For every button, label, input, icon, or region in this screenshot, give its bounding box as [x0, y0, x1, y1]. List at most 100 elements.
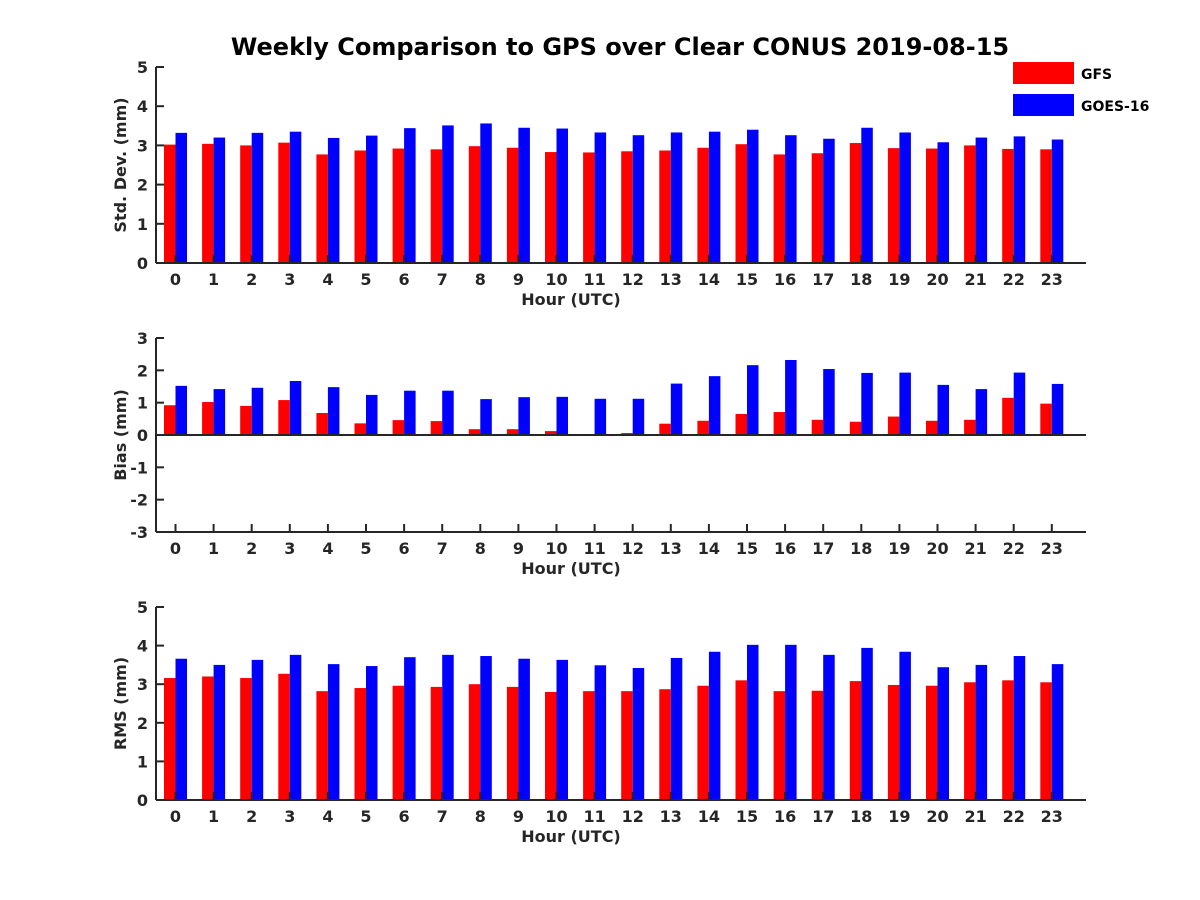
bar-bias-gfs-hour-4 [316, 413, 328, 435]
bar-bias-gfs-hour-0 [164, 405, 176, 435]
bar-rms-gfs-hour-15 [735, 680, 747, 800]
bar-bias-goes-16-hour-5 [366, 394, 378, 435]
x-tick-label-bias: 1 [208, 539, 219, 558]
bar-std-dev-goes-16-hour-20 [937, 142, 949, 263]
x-tick-label-std-dev: 1 [208, 270, 219, 289]
bar-std-dev-goes-16-hour-1 [213, 137, 226, 263]
bar-std-dev-goes-16-hour-19 [899, 132, 911, 263]
bar-std-dev-gfs-hour-18 [849, 143, 862, 263]
x-tick-label-std-dev: 17 [812, 270, 834, 289]
x-tick-label-std-dev: 12 [622, 270, 644, 289]
bar-rms-goes-16-hour-18 [861, 647, 873, 800]
bar-std-dev-gfs-hour-12 [621, 151, 633, 263]
y-tick-label-rms: 2 [137, 714, 148, 733]
legend-label-gfs: GFS [1081, 67, 1112, 83]
bar-rms-gfs-hour-23 [1040, 682, 1052, 800]
bar-rms-gfs-hour-4 [316, 691, 328, 800]
bar-std-dev-gfs-hour-6 [392, 148, 405, 263]
bar-rms-goes-16-hour-9 [518, 658, 530, 800]
x-tick-label-rms: 19 [888, 807, 910, 826]
bar-bias-goes-16-hour-11 [594, 398, 607, 435]
y-tick-label-bias: 1 [137, 394, 148, 413]
y-tick-label-bias: 0 [137, 426, 148, 445]
x-axis-label-rms: Hour (UTC) [521, 827, 621, 846]
bar-rms-gfs-hour-0 [164, 678, 176, 800]
bar-rms-gfs-hour-2 [240, 678, 252, 800]
bar-std-dev-goes-16-hour-3 [289, 131, 302, 263]
x-tick-label-rms: 18 [850, 807, 872, 826]
bar-std-dev-goes-16-hour-8 [480, 123, 492, 263]
bar-rms-gfs-hour-3 [278, 673, 290, 800]
bar-bias-gfs-hour-2 [240, 405, 252, 435]
x-tick-label-std-dev: 18 [850, 270, 872, 289]
x-tick-label-rms: 23 [1041, 807, 1063, 826]
y-axis-label-rms: RMS (mm) [111, 657, 130, 750]
bar-rms-goes-16-hour-16 [785, 644, 797, 800]
x-tick-label-std-dev: 23 [1041, 270, 1063, 289]
bar-bias-goes-16-hour-14 [708, 376, 721, 435]
bar-bias-goes-16-hour-22 [1013, 372, 1026, 435]
bar-bias-gfs-hour-3 [278, 400, 290, 435]
bar-bias-goes-16-hour-9 [518, 397, 530, 435]
bar-bias-gfs-hour-7 [430, 421, 443, 435]
bar-rms-goes-16-hour-13 [670, 657, 683, 800]
bar-bias-goes-16-hour-15 [747, 365, 759, 435]
x-axis-label-std-dev: Hour (UTC) [521, 290, 621, 309]
x-tick-label-std-dev: 13 [660, 270, 682, 289]
x-tick-label-bias: 8 [475, 539, 486, 558]
bar-rms-goes-16-hour-2 [251, 659, 264, 800]
bar-bias-gfs-hour-20 [926, 420, 938, 435]
bar-std-dev-goes-16-hour-4 [327, 137, 340, 263]
bar-rms-goes-16-hour-14 [708, 651, 721, 800]
x-tick-label-rms: 10 [545, 807, 567, 826]
bar-std-dev-goes-16-hour-11 [594, 132, 607, 263]
x-tick-label-std-dev: 10 [545, 270, 567, 289]
x-tick-label-std-dev: 8 [475, 270, 486, 289]
x-tick-label-bias: 4 [322, 539, 333, 558]
y-tick-label-rms: 0 [137, 791, 148, 810]
bar-rms-goes-16-hour-11 [594, 665, 607, 800]
y-tick-label-bias: 2 [137, 361, 148, 380]
x-tick-label-bias: 20 [926, 539, 948, 558]
bar-rms-gfs-hour-11 [583, 691, 595, 800]
x-tick-label-std-dev: 20 [926, 270, 948, 289]
bar-rms-gfs-hour-6 [392, 685, 405, 800]
bar-rms-goes-16-hour-10 [556, 659, 568, 800]
bar-rms-gfs-hour-20 [926, 685, 938, 800]
bar-std-dev-gfs-hour-2 [240, 145, 252, 263]
x-tick-label-std-dev: 19 [888, 270, 910, 289]
bar-bias-gfs-hour-15 [735, 413, 747, 435]
bar-rms-goes-16-hour-5 [366, 666, 378, 800]
x-tick-label-rms: 16 [774, 807, 796, 826]
y-axis-label-std-dev: Std. Dev. (mm) [111, 97, 130, 232]
x-tick-label-bias: 2 [246, 539, 257, 558]
y-axis-label-bias: Bias (mm) [111, 389, 130, 481]
x-tick-label-rms: 22 [1003, 807, 1025, 826]
x-axis-label-bias: Hour (UTC) [521, 559, 621, 578]
y-tick-label-std-dev: 4 [137, 97, 148, 116]
bar-std-dev-gfs-hour-9 [506, 147, 519, 263]
bar-std-dev-gfs-hour-21 [964, 145, 976, 263]
x-tick-label-rms: 4 [322, 807, 333, 826]
x-tick-label-bias: 16 [774, 539, 796, 558]
bar-rms-goes-16-hour-0 [175, 658, 187, 800]
x-tick-label-std-dev: 4 [322, 270, 333, 289]
x-tick-label-rms: 3 [284, 807, 295, 826]
bar-bias-goes-16-hour-18 [861, 372, 873, 435]
y-tick-label-bias: -2 [130, 491, 148, 510]
bar-rms-gfs-hour-7 [430, 686, 443, 800]
bar-std-dev-goes-16-hour-2 [251, 132, 264, 263]
x-tick-label-bias: 11 [583, 539, 605, 558]
x-tick-label-rms: 21 [964, 807, 986, 826]
x-tick-label-std-dev: 21 [964, 270, 986, 289]
bar-std-dev-goes-16-hour-22 [1013, 136, 1026, 263]
legend-swatch-gfs [1013, 62, 1074, 84]
bar-bias-goes-16-hour-13 [670, 383, 683, 435]
bar-bias-goes-16-hour-6 [404, 390, 416, 435]
bar-std-dev-goes-16-hour-15 [747, 129, 759, 263]
bar-rms-goes-16-hour-21 [975, 664, 988, 800]
